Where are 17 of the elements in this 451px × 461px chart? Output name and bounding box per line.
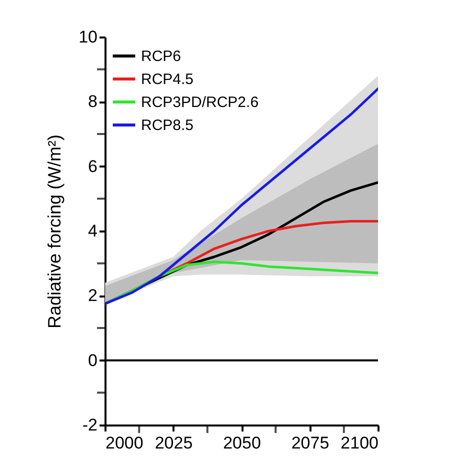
x-tick-label: 2000 (106, 434, 144, 452)
y-tick-label: 6 (88, 156, 98, 176)
y-tick-label: 10 (78, 28, 98, 46)
y-tick-label: 0 (88, 350, 98, 370)
x-tick-label: 2050 (223, 434, 261, 452)
legend-label: RCP8.5 (141, 117, 194, 134)
y-tick-label: 2 (88, 286, 98, 306)
x-tick-label: 2075 (291, 434, 330, 452)
y-tick-label: -2 (82, 416, 98, 434)
x-tick-label: 2100 (340, 434, 378, 452)
legend-label: RCP6 (141, 48, 182, 65)
x-tick-label: 2025 (154, 434, 193, 452)
y-axis-title: Radiative forcing (W/m²) (44, 134, 65, 329)
legend-label: RCP3PD/RCP2.6 (141, 94, 259, 111)
y-tick-label: 4 (88, 222, 98, 240)
y-tick-label: 8 (88, 92, 98, 112)
legend-label: RCP4.5 (141, 71, 194, 88)
